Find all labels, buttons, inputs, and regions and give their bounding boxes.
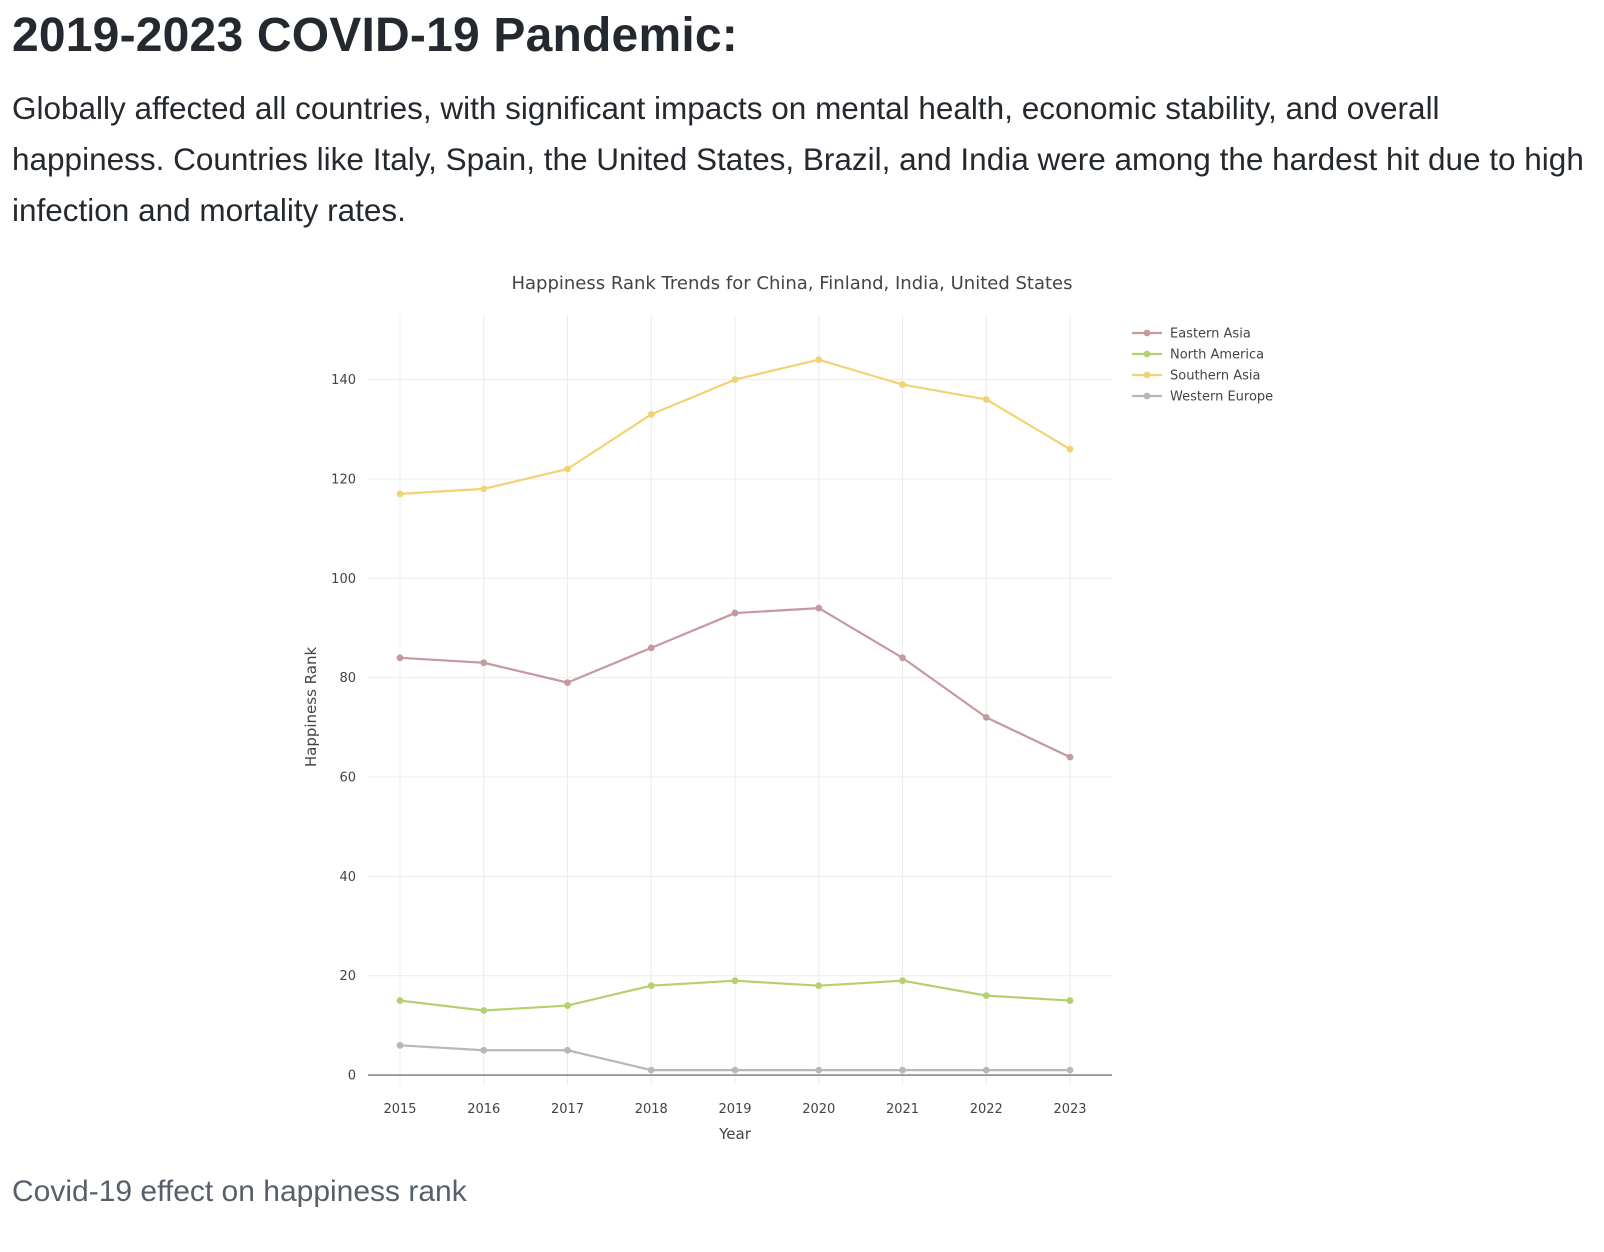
happiness-rank-chart: Happiness Rank Trends for China, Finland… <box>302 273 1273 1143</box>
legend-swatch-marker <box>1143 371 1151 379</box>
y-tick-label: 0 <box>348 1069 356 1084</box>
x-tick-label: 2022 <box>970 1102 1003 1117</box>
data-point[interactable] <box>1066 445 1074 453</box>
x-tick-label: 2016 <box>467 1102 500 1117</box>
data-point[interactable] <box>731 977 739 985</box>
data-point[interactable] <box>982 714 990 721</box>
data-point[interactable] <box>815 1066 823 1074</box>
legend-label: Eastern Asia <box>1170 327 1251 342</box>
data-point[interactable] <box>647 644 655 652</box>
data-point[interactable] <box>815 982 823 990</box>
legend-swatch-marker <box>1143 350 1151 358</box>
data-point[interactable] <box>899 977 906 985</box>
data-point[interactable] <box>731 609 739 617</box>
data-point[interactable] <box>899 1066 906 1074</box>
chart-caption: Covid-19 effect on happiness rank <box>12 1175 467 1208</box>
data-point[interactable] <box>647 410 655 418</box>
data-point[interactable] <box>731 1066 739 1074</box>
data-point[interactable] <box>731 376 739 383</box>
data-point[interactable] <box>396 490 404 498</box>
chart-title: Happiness Rank Trends for China, Finland… <box>511 273 1072 294</box>
y-tick-label: 60 <box>339 771 356 786</box>
data-point[interactable] <box>982 1066 990 1074</box>
series-eastern-asia <box>396 604 1074 761</box>
data-point[interactable] <box>647 982 655 990</box>
legend-label: North America <box>1170 348 1264 363</box>
data-point[interactable] <box>564 679 571 687</box>
legend-swatch-marker <box>1143 392 1151 400</box>
data-point[interactable] <box>480 659 488 667</box>
x-axis-label: Year <box>718 1125 752 1143</box>
y-tick-label: 40 <box>339 870 356 885</box>
y-axis-label: Happiness Rank <box>302 647 320 768</box>
data-point[interactable] <box>564 1046 571 1054</box>
series-layer <box>396 356 1074 1074</box>
series-western-europe <box>396 1041 1074 1074</box>
page-heading: 2019-2023 COVID-19 Pandemic: <box>12 9 738 62</box>
data-point[interactable] <box>480 485 488 493</box>
legend-swatch-marker <box>1143 329 1151 337</box>
legend[interactable]: Eastern Asia North America Southern Asia We… <box>1132 327 1273 405</box>
data-point[interactable] <box>1066 1066 1074 1074</box>
gridlines <box>368 315 1112 1085</box>
y-tick-label: 20 <box>339 969 356 984</box>
y-tick-label: 120 <box>331 472 356 487</box>
intro-paragraph: Globally affected all countries, with si… <box>12 90 1584 228</box>
legend-item[interactable]: North America <box>1132 348 1264 363</box>
data-point[interactable] <box>899 654 906 662</box>
x-tick-label: 2015 <box>383 1102 416 1117</box>
data-point[interactable] <box>396 997 404 1004</box>
data-point[interactable] <box>480 1007 488 1014</box>
y-tick-label: 80 <box>339 671 356 686</box>
data-point[interactable] <box>982 396 990 403</box>
x-tick-label: 2018 <box>635 1102 668 1117</box>
data-point[interactable] <box>815 356 823 364</box>
data-point[interactable] <box>1066 997 1074 1004</box>
legend-label: Southern Asia <box>1170 369 1261 384</box>
data-point[interactable] <box>396 654 404 662</box>
x-tick-label: 2023 <box>1053 1102 1086 1117</box>
legend-item[interactable]: Southern Asia <box>1132 369 1261 384</box>
axes: 2015 2016 2017 2018 2019 2020 2021 2022 2023 0 20 4… <box>331 373 1112 1117</box>
data-point[interactable] <box>982 992 990 1000</box>
x-tick-label: 2021 <box>886 1102 919 1117</box>
data-point[interactable] <box>564 1002 571 1009</box>
series-north-america <box>396 977 1074 1014</box>
legend-item[interactable]: Western Europe <box>1132 390 1273 405</box>
y-tick-label: 100 <box>331 572 356 587</box>
x-tick-label: 2019 <box>718 1102 751 1117</box>
data-point[interactable] <box>1066 753 1074 761</box>
data-point[interactable] <box>480 1046 488 1054</box>
legend-item[interactable]: Eastern Asia <box>1132 327 1251 342</box>
x-tick-label: 2017 <box>551 1102 584 1117</box>
y-tick-label: 140 <box>331 373 356 388</box>
data-point[interactable] <box>396 1041 404 1049</box>
x-tick-label: 2020 <box>802 1102 835 1117</box>
series-southern-asia <box>396 356 1074 498</box>
data-point[interactable] <box>899 381 906 388</box>
data-point[interactable] <box>647 1066 655 1074</box>
data-point[interactable] <box>564 465 571 473</box>
data-point[interactable] <box>815 604 823 612</box>
legend-label: Western Europe <box>1170 390 1273 405</box>
